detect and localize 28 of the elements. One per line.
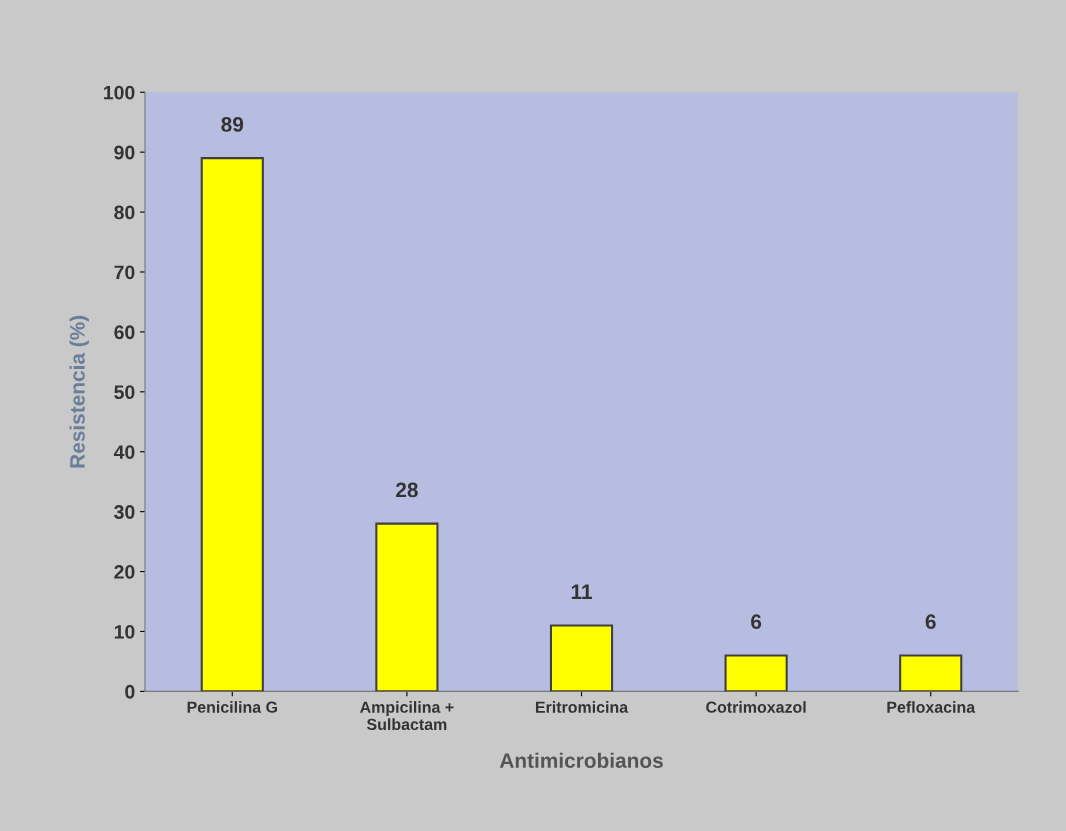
bar — [724, 654, 788, 692]
x-tick-label: Penicilina G — [187, 701, 278, 713]
x-axis-title: Antimicrobianos — [499, 752, 663, 768]
y-tick-label: 0 — [125, 684, 135, 699]
bar — [375, 522, 439, 692]
y-tick-label: 90 — [114, 145, 135, 160]
data-label: 6 — [925, 614, 936, 630]
bar — [549, 624, 614, 692]
x-tick-label: Pefloxacina — [887, 701, 976, 713]
data-label: 11 — [571, 584, 592, 599]
bar — [899, 654, 963, 692]
y-tick-label: 100 — [104, 85, 135, 100]
bar — [200, 157, 264, 692]
y-tick-label: 60 — [114, 325, 135, 340]
x-tick-label: Eritromicina — [535, 701, 629, 713]
data-label: 28 — [396, 482, 418, 498]
y-tick-label: 80 — [114, 205, 135, 220]
y-tick-label: 10 — [114, 624, 135, 639]
y-tick-label: 40 — [113, 445, 135, 459]
y-tick-label: 70 — [114, 265, 135, 280]
x-tick-label: Ampicilina + Sulbactam — [360, 701, 454, 731]
y-tick-label: 50 — [114, 385, 135, 400]
y-axis-title: Resistencia (%) — [69, 315, 89, 468]
x-tick-label: Cotrimoxazol — [706, 701, 806, 713]
y-tick-label: 20 — [114, 565, 135, 579]
data-label: 6 — [751, 614, 762, 630]
y-tick-label: 30 — [114, 505, 135, 519]
data-label: 89 — [221, 117, 244, 132]
